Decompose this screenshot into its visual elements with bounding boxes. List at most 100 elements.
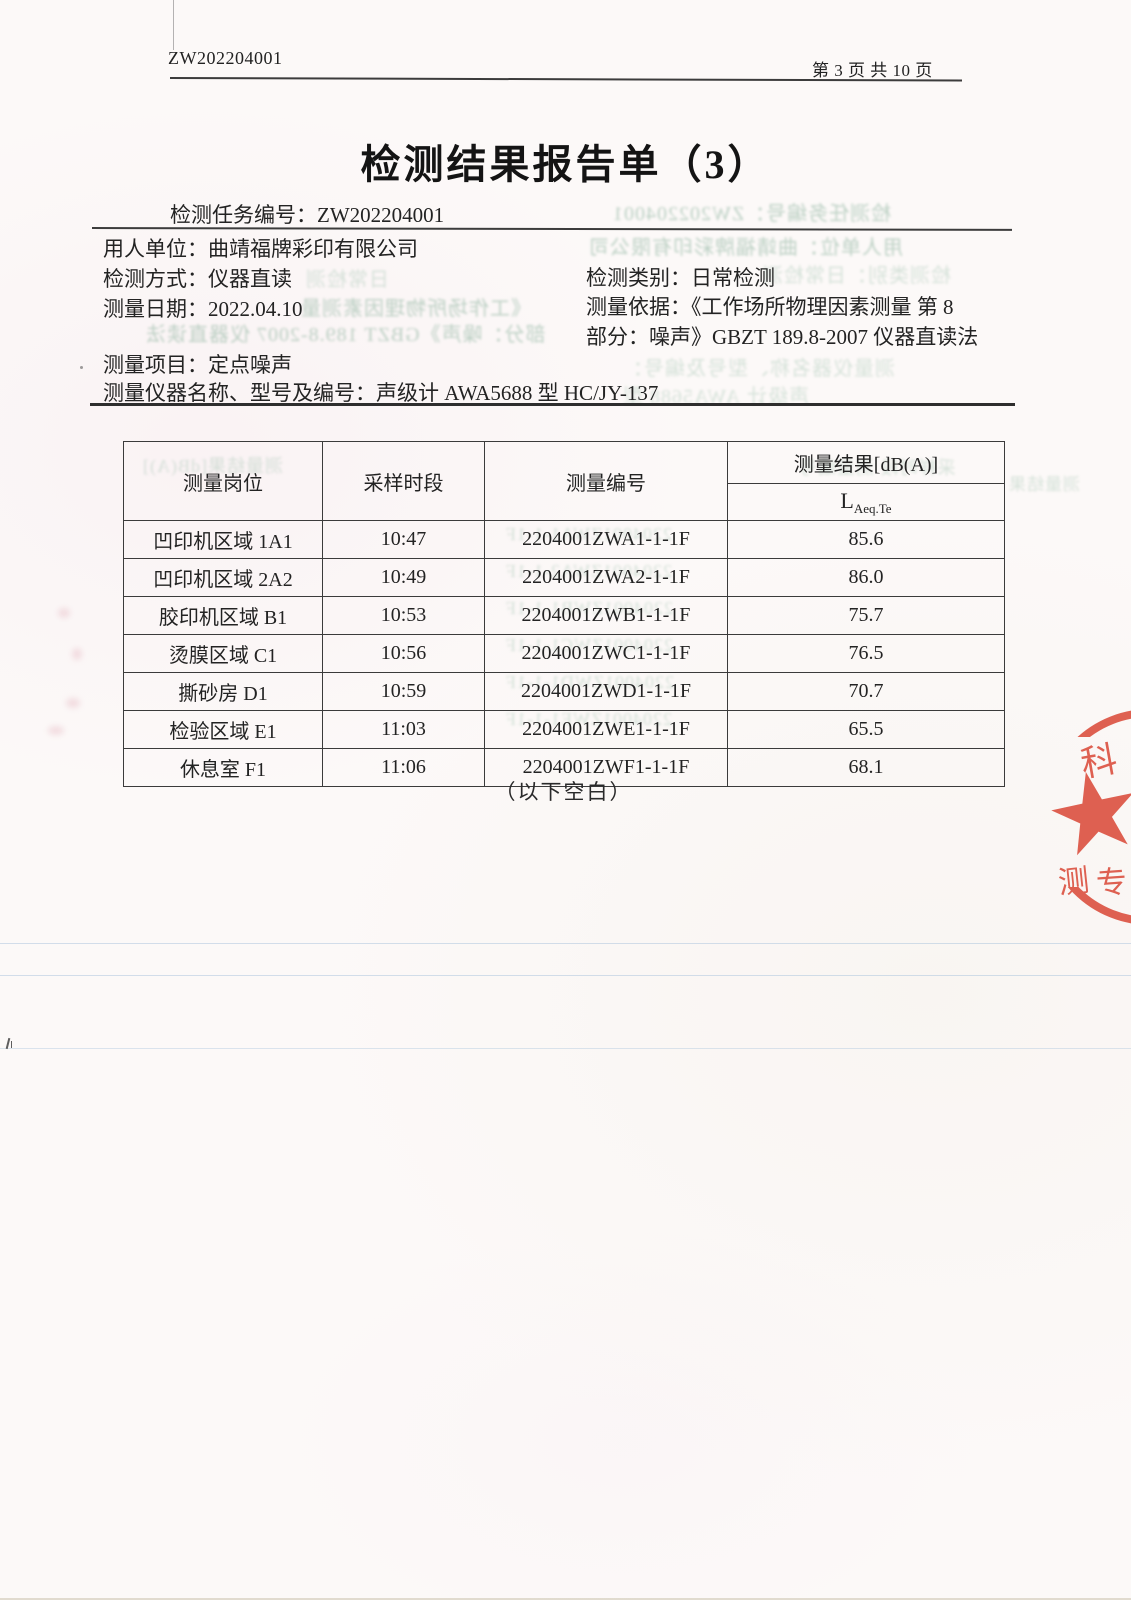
category-label: 检测类别： xyxy=(586,266,691,290)
employer-line: 用人单位：曲靖福牌彩印有限公司 xyxy=(103,233,418,263)
stamp-text-top: 科 xyxy=(1078,739,1120,785)
item-line: 测量项目：定点噪声 xyxy=(103,349,292,379)
cell-position: 烫膜区域 C1 xyxy=(123,634,323,673)
column-header-time: 采样时段 xyxy=(322,441,485,521)
below-blank-note: （以下空白） xyxy=(494,780,633,804)
instrument-label: 测量仪器名称、型号及编号： xyxy=(103,381,376,405)
scanner-streak xyxy=(0,975,1131,976)
date-value: 2022.04.10 xyxy=(208,297,303,321)
cell-result: 86.0 xyxy=(727,558,1005,597)
cell-sample-id: 2204001ZWB1-1-1F xyxy=(484,596,728,635)
cell-result: 65.5 xyxy=(727,710,1005,749)
cell-result: 68.1 xyxy=(727,748,1005,787)
bleedthrough-text: 测量结果 xyxy=(1008,475,1080,494)
cell-sample-id: 2204001ZWC1-1-1F xyxy=(484,634,728,673)
item-value: 定点噪声 xyxy=(208,353,292,377)
cell-result: 75.7 xyxy=(727,596,1005,635)
basis-value-line1: 《工作场所物理因素测量 第 8 xyxy=(691,295,954,319)
bleedthrough-text: 日常检测 xyxy=(305,269,389,291)
edge-mark xyxy=(80,366,83,369)
report-title: 检测结果报告单（3） xyxy=(360,142,771,187)
cell-sample-id: 2204001ZWA1-1-1F xyxy=(484,520,728,559)
cell-time: 11:03 xyxy=(322,710,485,749)
instrument-line: 测量仪器名称、型号及编号：声级计 AWA5688 型 HC/JY-137 xyxy=(103,377,658,407)
stamp-ring xyxy=(1042,710,1131,924)
ink-smudge xyxy=(48,726,64,735)
cell-sample-id: 2204001ZWE1-1-1F xyxy=(484,710,728,749)
column-header-position: 测量岗位 xyxy=(123,441,323,521)
ink-smudge xyxy=(58,608,70,618)
scanner-streak xyxy=(0,1048,1131,1049)
cell-position: 凹印机区域 2A2 xyxy=(123,558,323,597)
cell-time: 10:47 xyxy=(322,520,485,559)
task-number-line: 检测任务编号：ZW202204001 xyxy=(170,199,444,229)
table-row: 凹印机区域 2A2 10:49 2204001ZWA2-1-1F 86.0 xyxy=(123,558,1005,597)
metric-subscript: Aeq.Te xyxy=(853,500,892,516)
cell-position: 胶印机区域 B1 xyxy=(123,596,323,635)
cell-sample-id: 2204001ZWF1-1-1F xyxy=(484,748,728,787)
table-row: 凹印机区域 1A1 10:47 2204001ZWA1-1-1F 85.6 xyxy=(123,520,1005,559)
scan-fold-line xyxy=(173,0,174,50)
table-row: 烫膜区域 C1 10:56 2204001ZWC1-1-1F 76.5 xyxy=(123,634,1005,673)
employer-label: 用人单位： xyxy=(103,237,208,261)
column-header-result: 测量结果[dB(A)] xyxy=(727,441,1005,484)
cell-time: 10:49 xyxy=(322,558,485,597)
cell-result: 85.6 xyxy=(727,520,1005,559)
table-row: 胶印机区域 B1 10:53 2204001ZWB1-1-1F 75.7 xyxy=(123,596,1005,635)
bleedthrough-text: 测量仪器名称、型号及编号： xyxy=(622,358,895,380)
method-label: 检测方式： xyxy=(103,267,208,291)
basis-line-1: 测量依据：《工作场所物理因素测量 第 8 xyxy=(586,291,954,321)
method-line: 检测方式：仪器直读 xyxy=(103,263,292,293)
cell-time: 10:59 xyxy=(322,672,485,711)
cell-time: 10:56 xyxy=(322,634,485,673)
task-number-label: 检测任务编号： xyxy=(170,203,317,227)
stamp-text-bottom-left: 测 xyxy=(1056,863,1090,901)
edge-mark xyxy=(11,1041,12,1048)
table-row: 休息室 F1 11:06 2204001ZWF1-1-1F 68.1 xyxy=(123,748,1005,787)
column-subheader-metric: LAeq.Te xyxy=(727,483,1005,521)
document-number: ZW202204001 xyxy=(168,48,283,68)
cell-position: 撕砂房 D1 xyxy=(123,672,323,711)
cell-result: 76.5 xyxy=(727,634,1005,673)
cell-time: 11:06 xyxy=(322,748,485,787)
results-table: 测量岗位 采样时段 测量编号 测量结果[dB(A)] LAeq.Te 凹印机区域… xyxy=(123,441,1005,787)
date-line: 测量日期：2022.04.10 xyxy=(103,293,303,323)
column-header-sample-id: 测量编号 xyxy=(484,441,728,521)
section-rule-top xyxy=(91,227,1012,231)
basis-line-2: 部分：噪声》GBZT 189.8-2007 仪器直读法 xyxy=(586,321,978,351)
ink-smudge xyxy=(66,698,80,708)
category-line: 检测类别：日常检测 xyxy=(586,262,775,292)
bleedthrough-text: 检测类别：日常检测 xyxy=(762,265,951,287)
page-bottom-edge xyxy=(0,1598,1131,1600)
cell-sample-id: 2204001ZWA2-1-1F xyxy=(484,558,728,597)
cell-result: 70.7 xyxy=(727,672,1005,711)
cell-sample-id: 2204001ZWD1-1-1F xyxy=(484,672,728,711)
employer-value: 曲靖福牌彩印有限公司 xyxy=(208,237,418,261)
item-label: 测量项目： xyxy=(103,353,208,377)
red-seal-stamp: 科 测 专 xyxy=(1042,710,1131,924)
cell-position: 凹印机区域 1A1 xyxy=(123,520,323,559)
section-rule-bottom xyxy=(90,403,1015,406)
bleedthrough-text: 用人单位：曲靖福牌彩印有限公司 xyxy=(588,237,903,259)
table-row: 撕砂房 D1 10:59 2204001ZWD1-1-1F 70.7 xyxy=(123,672,1005,711)
date-label: 测量日期： xyxy=(103,297,208,321)
page-indicator: 第 3 页 共 10 页 xyxy=(812,61,933,80)
task-number-value: ZW202204001 xyxy=(317,203,445,227)
method-value: 仪器直读 xyxy=(208,267,292,291)
ink-smudge xyxy=(72,648,82,660)
basis-value-line2: 部分：噪声》GBZT 189.8-2007 仪器直读法 xyxy=(586,325,979,349)
instrument-value: 声级计 AWA5688 型 HC/JY-137 xyxy=(376,381,659,405)
stamp-star-icon xyxy=(1051,771,1131,856)
bleedthrough-text: 《工作场所物理因素测量 xyxy=(300,298,531,320)
bleedthrough-text: 检测任务编号：ZW202204001 xyxy=(612,203,892,225)
stamp-text-bottom-right: 专 xyxy=(1095,864,1128,901)
metric-symbol: L xyxy=(840,487,854,513)
cell-time: 10:53 xyxy=(322,596,485,635)
cell-position: 休息室 F1 xyxy=(123,748,323,787)
cell-position: 检验区域 E1 xyxy=(123,710,323,749)
basis-label: 测量依据： xyxy=(586,295,691,319)
scanner-streak xyxy=(0,943,1131,944)
table-row: 检验区域 E1 11:03 2204001ZWE1-1-1F 65.5 xyxy=(123,710,1005,749)
category-value: 日常检测 xyxy=(691,266,775,290)
